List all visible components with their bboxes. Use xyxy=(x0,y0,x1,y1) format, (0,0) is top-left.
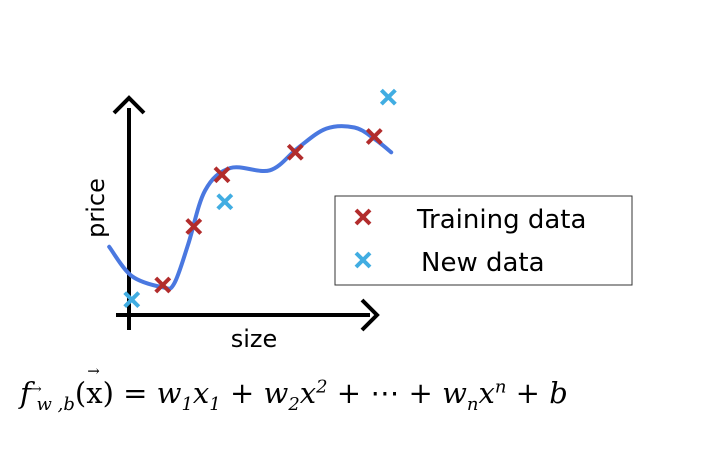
formula-x1: x xyxy=(192,376,210,410)
formula-x2: x xyxy=(299,376,317,410)
legend-marker-new xyxy=(354,251,372,269)
formula-f: f xyxy=(20,376,31,410)
model-formula: f w → ,b(x →) = w1x1 + w2x2 + ⋯ + wnxn + b xyxy=(20,362,568,415)
y-axis-label: price xyxy=(82,178,110,238)
vector-arrow-icon: → xyxy=(30,381,42,397)
formula-wn-sub: n xyxy=(466,393,479,415)
vector-arrow-icon: → xyxy=(87,362,100,380)
legend-items: Training data New data xyxy=(354,205,586,278)
formula-sub-b: ,b xyxy=(57,393,75,415)
formula-equals: = xyxy=(113,376,157,410)
new-data-point xyxy=(216,193,234,211)
formula-wn: w xyxy=(442,376,467,410)
formula-w1: w xyxy=(156,376,182,410)
legend-marker-training xyxy=(354,208,372,226)
formula-w1-sub: 1 xyxy=(181,393,193,415)
training-data-point xyxy=(286,143,304,161)
formula-sub-w: w → xyxy=(30,381,52,415)
data-markers xyxy=(123,88,397,309)
legend-box xyxy=(334,195,633,286)
training-data-point xyxy=(213,166,231,184)
training-data-point xyxy=(185,218,203,235)
formula-plus-1: + xyxy=(220,376,264,410)
formula-x2-sup: 2 xyxy=(316,376,328,398)
formula-plus-4: + xyxy=(506,376,550,410)
formula-xn: x xyxy=(478,376,495,410)
formula-w2-sub: 2 xyxy=(288,393,300,415)
y-axis-arrow xyxy=(112,95,146,115)
formula-plus-3: + xyxy=(399,376,443,410)
formula-arg-x: x → xyxy=(86,362,103,410)
new-data-point xyxy=(123,291,141,309)
legend-label-training: Training data xyxy=(416,205,586,235)
formula-subscript: w → ,b xyxy=(30,381,75,415)
formula-b: b xyxy=(549,376,568,410)
legend-label-new: New data xyxy=(421,248,545,278)
formula-w2: w xyxy=(263,376,289,410)
formula-plus-2: + xyxy=(327,376,371,410)
x-axis-arrow xyxy=(360,298,380,332)
training-data-point xyxy=(154,276,172,294)
new-data-point xyxy=(379,88,397,106)
training-data-point xyxy=(365,128,383,145)
formula-open-paren: ( xyxy=(74,376,87,410)
formula-x1-sub: 1 xyxy=(209,393,221,415)
formula-dots: ⋯ xyxy=(370,376,400,410)
x-axis-label: size xyxy=(231,325,278,353)
formula-xn-sup: n xyxy=(494,376,507,398)
legend: Training data New data xyxy=(334,195,633,286)
formula-close-paren: ) xyxy=(102,376,114,410)
